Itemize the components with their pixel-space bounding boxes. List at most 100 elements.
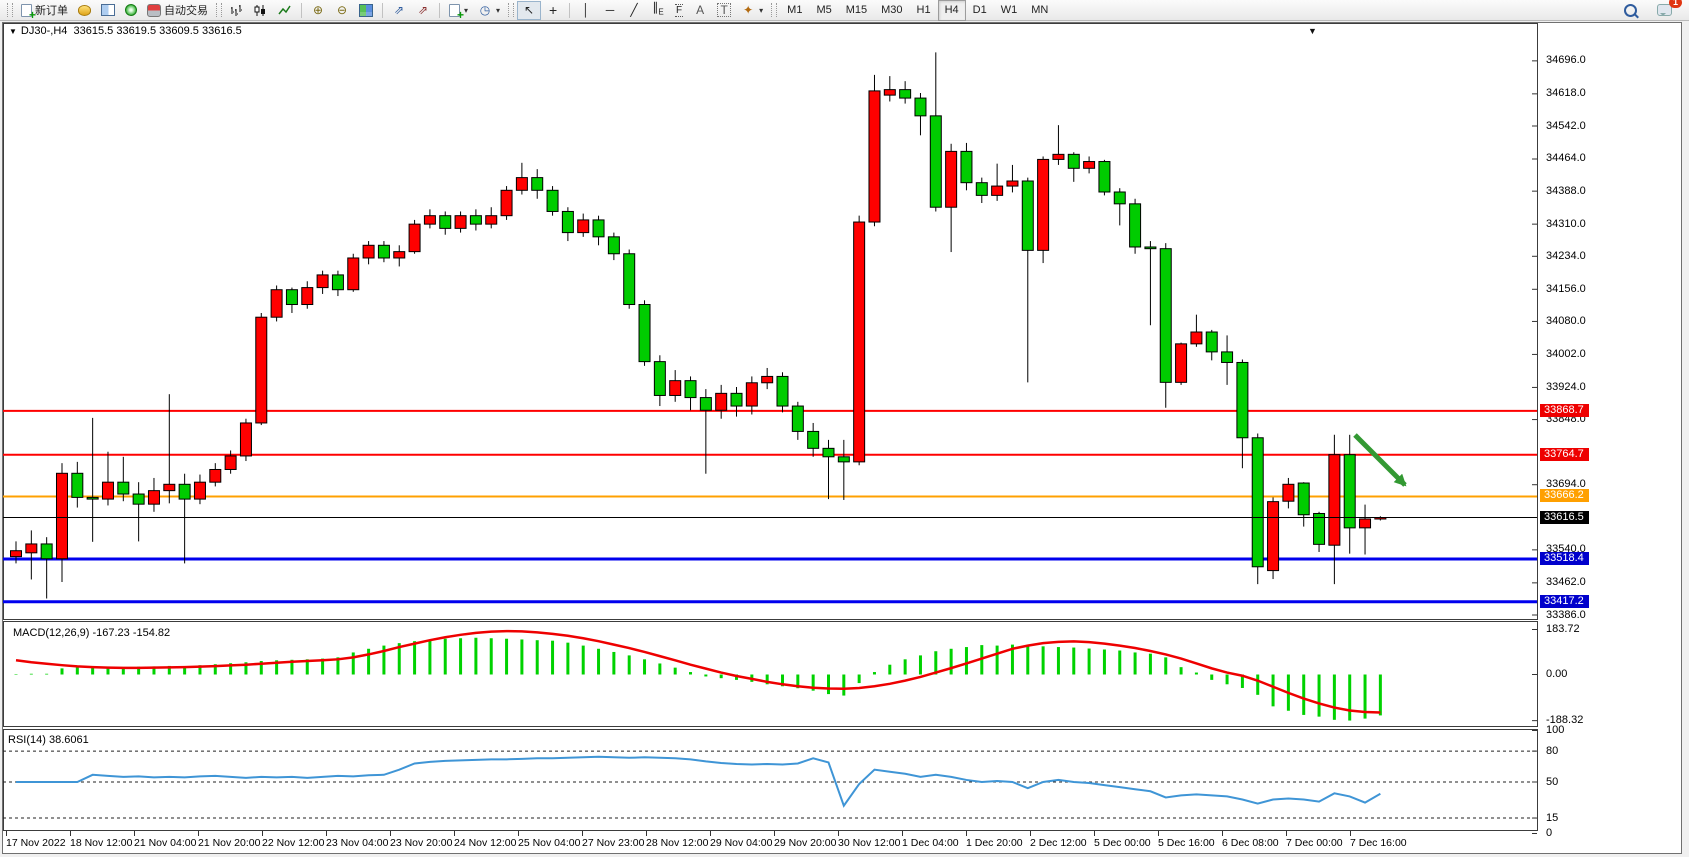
new-chart-icon — [449, 3, 464, 22]
candle-body — [224, 455, 237, 470]
rsi-tick-label: 15 — [1546, 811, 1559, 824]
charts-window-button[interactable] — [96, 1, 120, 20]
chart-ohlc-readout: ▼ DJ30-,H4 33615.5 33619.5 33609.5 33616.… — [9, 25, 242, 37]
main-pane[interactable] — [3, 23, 1538, 620]
channel-tool-button[interactable]: ∥E — [646, 0, 670, 20]
candle-body — [945, 150, 958, 208]
ohlc-values: 33615.5 33619.5 33609.5 33616.5 — [73, 25, 242, 37]
text-tool-button[interactable]: A — [688, 1, 712, 20]
horizontal-line-tool-button[interactable]: ─ — [598, 1, 622, 20]
price-level-badge: 33417.2 — [1540, 594, 1589, 608]
macd-signal-line — [15, 629, 1381, 714]
rsi-pane[interactable] — [3, 729, 1538, 831]
candle-body — [423, 215, 436, 225]
market-watch-icon — [78, 4, 91, 16]
candle-body — [285, 289, 298, 306]
candle-body — [577, 219, 590, 234]
rsi-line — [16, 755, 1381, 808]
signals-button[interactable] — [120, 1, 142, 20]
vertical-line-tool-button[interactable]: │ — [574, 1, 598, 20]
candle-body — [546, 189, 559, 212]
price-level-badge: 33666.2 — [1540, 489, 1589, 503]
timeframe-h4[interactable]: H4 — [937, 0, 966, 21]
indicators-button[interactable]: ⇗ — [387, 1, 411, 20]
time-axis[interactable]: 17 Nov 2022 18 Nov 12:00 21 Nov 04:00 21 No… — [3, 831, 1538, 855]
toolbar-grip[interactable] — [508, 3, 515, 17]
candle-body — [1251, 437, 1264, 568]
crosshair-tool-button[interactable]: + — [541, 1, 565, 20]
arrows-icon: ✦ — [743, 3, 754, 17]
macd-tick-label: 183.72 — [1546, 622, 1580, 635]
timeframe-mn[interactable]: MN — [1031, 3, 1049, 16]
zoom-in-button[interactable]: ⊕ — [306, 1, 330, 20]
timeframe-h1[interactable]: H1 — [916, 3, 931, 16]
auto-trading-icon — [147, 3, 161, 17]
trendline-tool-button[interactable]: ╱ — [622, 1, 646, 20]
time-axis-label: 29 Nov 04:00 — [710, 837, 773, 849]
search-button[interactable] — [1619, 1, 1642, 20]
candle-body — [1021, 180, 1034, 251]
arrow-annotation[interactable] — [1353, 433, 1407, 487]
tile-windows-button[interactable] — [354, 1, 378, 20]
timeframe-w1[interactable]: W1 — [1000, 3, 1018, 16]
new-chart-dropdown[interactable]: ▾ — [444, 1, 473, 22]
candlestick-chart-button[interactable] — [249, 1, 273, 20]
time-axis-label: 25 Nov 04:00 — [518, 837, 581, 849]
time-axis-label: 28 Nov 12:00 — [646, 837, 709, 849]
candle-body — [1328, 454, 1341, 546]
horizontal-lines-layer[interactable] — [3, 409, 1537, 604]
profiles-dropdown[interactable]: ◷ ▾ — [473, 1, 505, 20]
candle-body — [623, 253, 636, 306]
auto-trading-button[interactable]: 自动交易 — [142, 1, 213, 20]
rsi-tick-label: 0 — [1546, 827, 1553, 839]
toolbar-grip[interactable] — [7, 3, 13, 17]
time-axis-label: 2 Dec 12:00 — [1030, 837, 1087, 849]
candle-body — [408, 223, 421, 253]
candle-body — [500, 189, 513, 217]
toolbar-separator — [569, 2, 571, 18]
time-axis-label: 23 Nov 04:00 — [326, 837, 389, 849]
chart-shift-marker[interactable]: ▼ — [1308, 26, 1317, 36]
time-axis-label: 1 Dec 20:00 — [966, 837, 1023, 849]
toolbar-grip[interactable] — [216, 3, 222, 17]
timeframe-m1[interactable]: M1 — [787, 3, 803, 16]
macd-tick-label: 0.00 — [1546, 668, 1568, 680]
price-tick-label: 33694.0 — [1546, 478, 1586, 491]
candle-body — [1297, 482, 1310, 516]
candle-body — [791, 405, 804, 432]
candle-body — [929, 115, 942, 208]
windows-icon — [101, 4, 115, 16]
arrows-dropdown[interactable]: ✦ ▾ — [736, 1, 768, 20]
timeframe-m30[interactable]: M30 — [881, 3, 903, 16]
candle-body — [362, 244, 375, 259]
candle-body — [132, 493, 145, 505]
new-order-icon — [21, 3, 36, 22]
market-watch-button[interactable] — [73, 1, 96, 20]
chat-icon — [1657, 4, 1672, 16]
text-label-tool-button[interactable]: T — [712, 1, 736, 20]
objects-list-button[interactable]: ⇗ — [411, 1, 435, 20]
zoom-out-button[interactable]: ⊖ — [330, 1, 354, 20]
candle-body — [40, 543, 53, 560]
candle-body — [1037, 158, 1050, 251]
candle-body — [761, 375, 774, 384]
timeframe-m5[interactable]: M5 — [816, 3, 832, 16]
toolbar-grip[interactable] — [771, 3, 778, 17]
line-chart-button[interactable] — [273, 1, 297, 20]
price-tick-label: 33386.0 — [1546, 608, 1586, 621]
candle-body — [745, 382, 758, 407]
timeframe-m15[interactable]: M15 — [845, 3, 868, 16]
fibonacci-tool-button[interactable]: F — [670, 1, 688, 20]
toolbar-right-tools: 1 — [1619, 0, 1685, 20]
new-order-button[interactable]: 新订单 — [16, 1, 73, 22]
cursor-tool-button[interactable]: ↖ — [517, 0, 542, 20]
time-axis-label: 7 Dec 00:00 — [1286, 837, 1343, 849]
price-axis[interactable]: 34696.0 34618.0 34542.0 34464.0 34388.0 34310… — [1538, 23, 1681, 853]
search-icon — [1624, 3, 1637, 17]
candle-body — [807, 430, 820, 449]
notifications-button[interactable]: 1 — [1652, 0, 1682, 20]
macd-pane[interactable] — [3, 621, 1538, 727]
bar-chart-button[interactable] — [225, 1, 249, 20]
timeframe-d1[interactable]: D1 — [972, 3, 987, 16]
main-chart-canvas[interactable] — [3, 23, 1538, 853]
